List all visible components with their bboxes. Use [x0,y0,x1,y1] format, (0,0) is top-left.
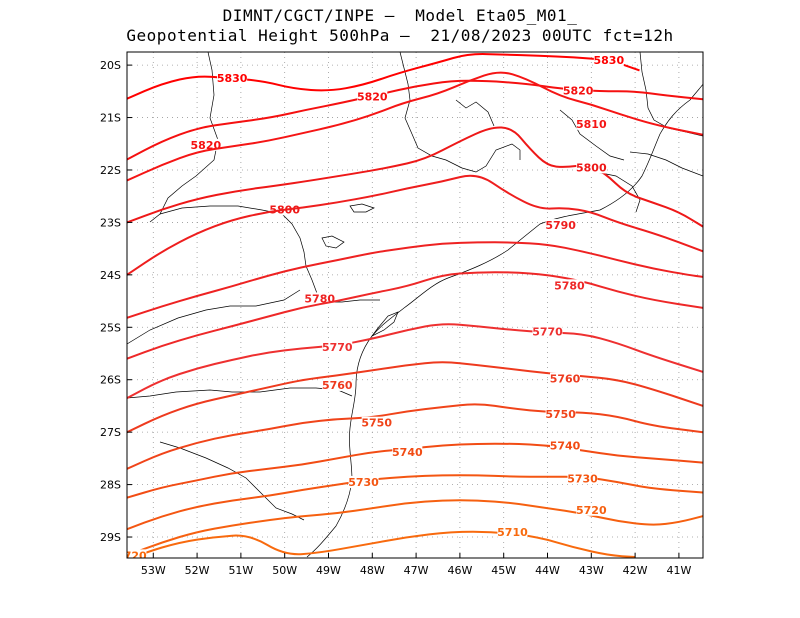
contour-label: 5830 [594,54,625,67]
contour-label-bg [217,72,248,85]
lat-tick-label: 27S [100,426,121,439]
lat-tick-label: 26S [100,374,121,387]
contour-label: 5820 [357,91,388,104]
state-border [629,151,703,177]
coastline [306,83,703,558]
lat-tick-label: 22S [100,164,121,177]
chart-title-line1: DIMNT/CGCT/INPE – Model Eta05_M01_ [222,6,578,25]
contour-label-bg [576,161,607,174]
contour-line-5800 [127,126,703,228]
contour-label: 5800 [576,161,607,174]
plot-frame [126,51,704,559]
river [455,99,495,127]
contour-line-5790 [127,174,703,276]
contour-label-bg [593,53,624,66]
contour-label-bg [576,117,607,130]
state-border [159,205,380,303]
contour-label: 5760 [322,379,353,392]
contour-label-bg [550,439,581,452]
contour-label-bg [576,503,607,516]
lat-tick-label: 21S [100,112,121,125]
contour-label-bg [190,138,221,151]
lat-tick-label: 20S [100,59,121,72]
contour-label: 5820 [563,84,594,97]
lon-tick-label: 41W [666,564,691,577]
contour-label-bg [322,378,353,391]
contour-label: 5780 [554,279,585,292]
contour-label: 5760 [550,373,581,386]
lon-tick-label: 46W [447,564,472,577]
contour-label-bg [357,90,388,103]
lon-tick-label: 43W [579,564,604,577]
contour-label-bg [304,292,335,305]
contour-line-5820 [127,79,703,161]
contour-label-bg [550,372,581,385]
river [321,235,345,249]
contour-label-bg [348,475,379,488]
contour-label-bg [532,325,563,338]
contour-line-5780 [127,241,703,319]
contour-label-bg [127,549,147,558]
lat-tick-label: 24S [100,269,121,282]
lon-tick-label: 49W [316,564,341,577]
contour-line-5770 [127,271,703,360]
lon-tick-label: 53W [141,564,166,577]
lagoon [371,311,399,337]
state-border [399,52,521,173]
lat-tick-label: 29S [100,531,121,544]
contour-line-5810 [127,71,703,182]
contour-label-bg [545,407,576,420]
state-border [559,109,625,161]
contour-line-5740 [127,403,703,470]
contour-label: 5720 [116,549,147,562]
lon-tick-label: 52W [185,564,210,577]
state-border [159,441,305,521]
contour-line-5710 [127,499,703,557]
contour-label: 5830 [217,72,248,85]
contour-label: 5810 [576,118,607,131]
contour-label-bg [361,416,392,429]
contour-label: 5730 [567,472,598,485]
lat-tick-label: 25S [100,321,121,334]
contour-label: 5740 [550,439,581,452]
lon-tick-label: 47W [404,564,429,577]
contour-label: 5750 [361,417,392,430]
state-border [149,52,219,223]
contour-label-bg [563,84,594,97]
contour-label: 5750 [545,408,576,421]
contour-line-5760 [127,323,703,399]
lon-tick-label: 45W [491,564,516,577]
contour-line-5750 [127,361,703,434]
state-border [595,171,641,213]
contour-label: 5730 [348,476,379,489]
contour-label: 5740 [392,446,423,459]
contour-label-bg [554,279,585,292]
contour-label: 5770 [322,341,353,354]
contour-line-5700 [130,530,636,558]
contour-line-5830 [127,53,640,100]
lon-tick-label: 48W [360,564,385,577]
contour-label: 5770 [532,325,563,338]
river [349,203,375,213]
contour-label: 5710 [497,526,528,539]
contour-label: 5790 [545,219,576,232]
lat-tick-label: 28S [100,479,121,492]
contour-label: 5720 [576,504,607,517]
lon-tick-label: 42W [623,564,648,577]
lon-tick-label: 51W [228,564,253,577]
axis-labels: 53W 52W 51W 50W 49W 48W 47W 46W 45W 44W 43W 42W 41W 2… [100,59,691,577]
contour-label-bg [545,219,576,232]
lon-tick-label: 50W [272,564,297,577]
state-border [127,289,301,345]
lat-tick-label: 23S [100,216,121,229]
contour-label-bg [322,341,353,354]
contour-label-bg [567,472,598,485]
contour-label-bg [392,446,423,459]
chart-title-line2: Geopotential Height 500hPa – 21/08/2023 … [126,26,674,45]
lon-tick-label: 44W [535,564,560,577]
contour-label-bg [497,525,528,538]
